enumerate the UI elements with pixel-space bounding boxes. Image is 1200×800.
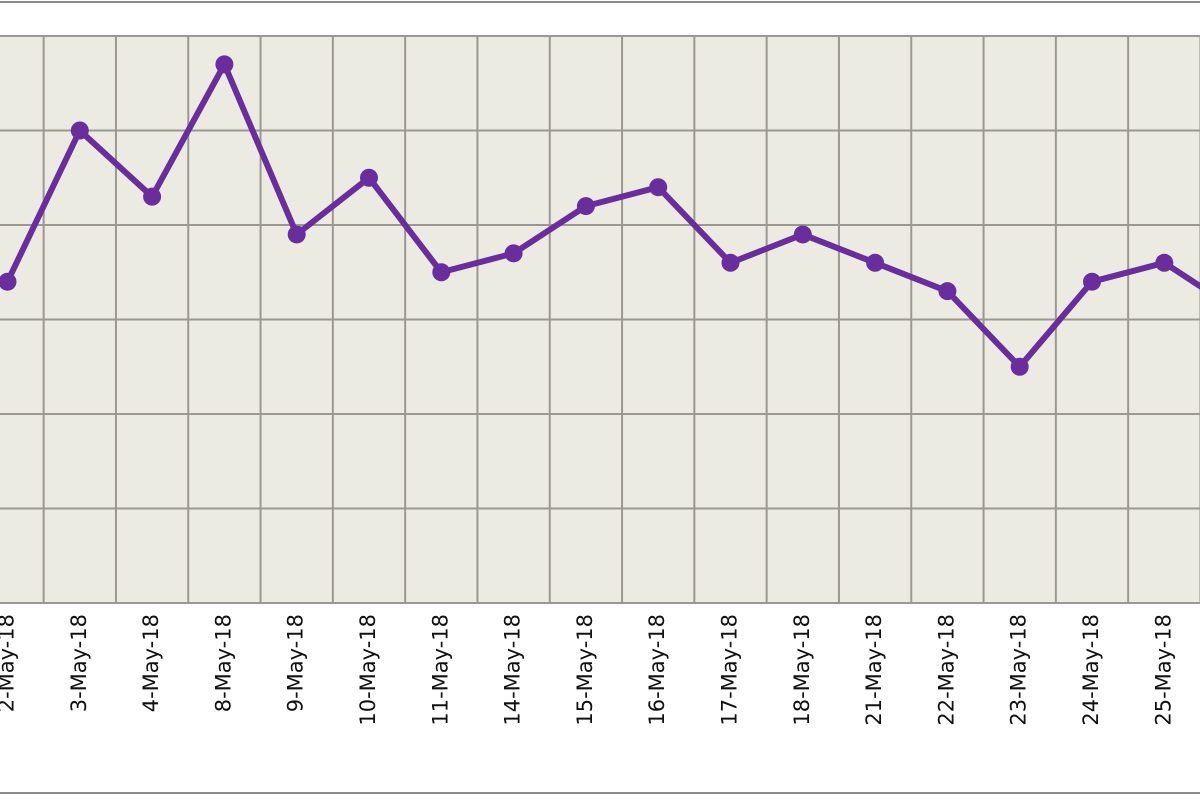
- point: [70, 121, 89, 140]
- point: [938, 282, 957, 301]
- point: [576, 197, 595, 216]
- x-tick-label: 23-May-18: [1007, 614, 1031, 726]
- point: [287, 225, 306, 244]
- point: [793, 225, 812, 244]
- x-tick-label: 2-May-18: [0, 614, 19, 712]
- x-tick-label: 4-May-18: [139, 614, 163, 712]
- point: [215, 55, 234, 74]
- point: [1083, 272, 1101, 291]
- point: [0, 272, 17, 291]
- x-tick-label: 25-May-18: [1151, 614, 1175, 726]
- point: [143, 187, 162, 206]
- point: [721, 253, 740, 272]
- x-tick-label: 15-May-18: [573, 614, 597, 726]
- x-tick-label: 10-May-18: [356, 614, 380, 726]
- point: [504, 244, 523, 263]
- x-tick-label: 16-May-18: [645, 614, 669, 726]
- x-tick-label: 3-May-18: [67, 614, 91, 712]
- x-tick-label: 11-May-18: [428, 614, 452, 726]
- point: [432, 263, 451, 282]
- point: [360, 168, 378, 187]
- point: [649, 178, 668, 197]
- x-tick-label: 22-May-18: [934, 614, 958, 726]
- x-tick-label: 9-May-18: [284, 614, 308, 712]
- x-tick-label: 17-May-18: [718, 614, 742, 726]
- x-tick-label: 21-May-18: [862, 614, 886, 726]
- line: [4, 61, 1200, 370]
- point: [866, 253, 885, 272]
- x-tick-label: 8-May-18: [211, 614, 235, 712]
- point: [1010, 357, 1029, 376]
- x-tick-label: 14-May-18: [501, 614, 525, 726]
- x-tick-label: 24-May-18: [1079, 614, 1103, 726]
- x-tick-label: 18-May-18: [790, 614, 814, 726]
- point: [1155, 253, 1174, 272]
